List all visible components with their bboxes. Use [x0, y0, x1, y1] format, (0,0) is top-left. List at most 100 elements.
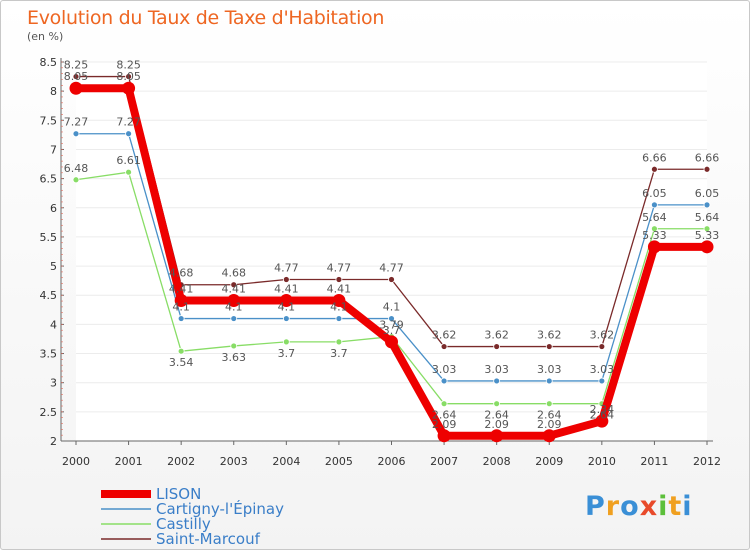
data-point: [545, 377, 553, 385]
y-tick-label: 8: [50, 85, 57, 98]
y-tick-label: 3.5: [40, 348, 58, 361]
x-tick-label: 2006: [378, 455, 406, 468]
data-point: [230, 281, 238, 289]
y-tick-label: 6.5: [40, 173, 58, 186]
data-label: 3.03: [537, 363, 562, 376]
data-label: 2.09: [537, 418, 562, 431]
data-point: [651, 165, 658, 173]
logo-letter: o: [620, 491, 640, 522]
x-tick-label: 2011: [640, 455, 668, 468]
data-label: 4.1: [278, 301, 296, 314]
data-label: 3.62: [537, 329, 562, 342]
x-tick-label: 2007: [430, 455, 458, 468]
data-label: 5.33: [642, 229, 667, 242]
y-tick-label: 6: [50, 202, 57, 215]
x-tick-label: 2001: [115, 455, 143, 468]
data-point: [703, 165, 711, 173]
data-label: 4.1: [225, 301, 243, 314]
legend-label: Cartigny-l'Épinay: [156, 499, 284, 518]
data-label: 3.62: [484, 329, 509, 342]
data-label: 4.41: [327, 282, 352, 295]
data-label: 2.64: [537, 409, 562, 422]
data-label: 3.7: [383, 324, 401, 337]
data-point: [440, 400, 448, 408]
data-point: [125, 130, 132, 138]
x-tick-label: 2012: [693, 455, 721, 468]
legend-label: LISON: [156, 485, 201, 503]
data-label: 4.41: [169, 282, 194, 295]
data-point: [177, 315, 185, 322]
y-tick-label: 4: [50, 318, 57, 331]
y-unit-label: (en %): [27, 30, 64, 43]
data-point: [493, 343, 501, 350]
chart-title: Evolution du Taux de Taxe d'Habitation: [27, 7, 385, 29]
legend-label: Saint-Marcouf: [156, 530, 261, 548]
data-label: 2.34: [590, 403, 615, 416]
data-point: [598, 377, 606, 385]
data-label: 4.1: [383, 301, 401, 314]
data-point: [69, 81, 83, 95]
x-tick-label: 2004: [272, 455, 300, 468]
logo-letter: P: [585, 491, 606, 522]
logo-letter: i: [658, 491, 669, 522]
data-point: [230, 315, 238, 322]
x-tick-label: 2008: [483, 455, 511, 468]
data-point: [388, 315, 395, 322]
data-label: 7.27: [116, 116, 141, 129]
data-label: 2.64: [432, 409, 457, 422]
data-point: [545, 400, 553, 408]
data-label: 4.1: [172, 301, 190, 314]
data-point: [230, 342, 238, 350]
data-point: [282, 276, 290, 283]
data-label: 6.48: [64, 162, 89, 175]
data-point: [703, 201, 711, 209]
data-label: 4.41: [222, 282, 247, 295]
data-point: [440, 377, 448, 385]
y-tick-label: 7: [50, 143, 57, 156]
data-point: [72, 130, 80, 138]
data-point: [177, 347, 185, 355]
data-point: [335, 338, 343, 346]
data-point: [227, 293, 241, 307]
data-point: [282, 338, 290, 346]
data-label: 6.66: [642, 151, 667, 164]
data-label: 4.1: [330, 301, 348, 314]
data-label: 8.25: [64, 59, 89, 72]
logo-letter: x: [639, 491, 659, 522]
data-point: [493, 377, 501, 385]
data-label: 3.03: [432, 363, 457, 376]
data-label: 5.64: [642, 211, 667, 224]
data-point: [437, 429, 451, 443]
data-label: 7.27: [64, 116, 89, 129]
data-label: 3.79: [379, 319, 404, 332]
x-tick-label: 2000: [62, 455, 90, 468]
data-point: [595, 414, 609, 428]
data-label: 4.77: [327, 261, 352, 274]
data-point: [542, 429, 556, 443]
data-point: [700, 240, 714, 254]
data-label: 3.03: [590, 363, 615, 376]
data-label: 4.77: [274, 261, 299, 274]
x-tick-label: 2002: [167, 455, 195, 468]
data-label: 2.64: [484, 409, 509, 422]
logo-letter: t: [668, 491, 683, 522]
data-point: [335, 276, 343, 283]
data-point: [282, 315, 290, 322]
data-label: 4.77: [379, 261, 404, 274]
data-label: 6.61: [116, 154, 141, 167]
y-tick-label: 5: [50, 260, 57, 273]
y-tick-label: 2.5: [40, 406, 58, 419]
legend-label: Castilly: [156, 515, 211, 533]
y-tick-label: 5.5: [40, 231, 58, 244]
data-label: 3.7: [330, 347, 348, 360]
data-label: 3.62: [590, 329, 615, 342]
proxiti-logo: Proxiti: [585, 491, 693, 522]
data-point: [651, 201, 658, 209]
data-label: 8.25: [116, 59, 141, 72]
data-point: [72, 73, 80, 80]
x-tick-label: 2009: [535, 455, 563, 468]
data-point: [388, 276, 395, 283]
data-label: 4.41: [274, 282, 299, 295]
